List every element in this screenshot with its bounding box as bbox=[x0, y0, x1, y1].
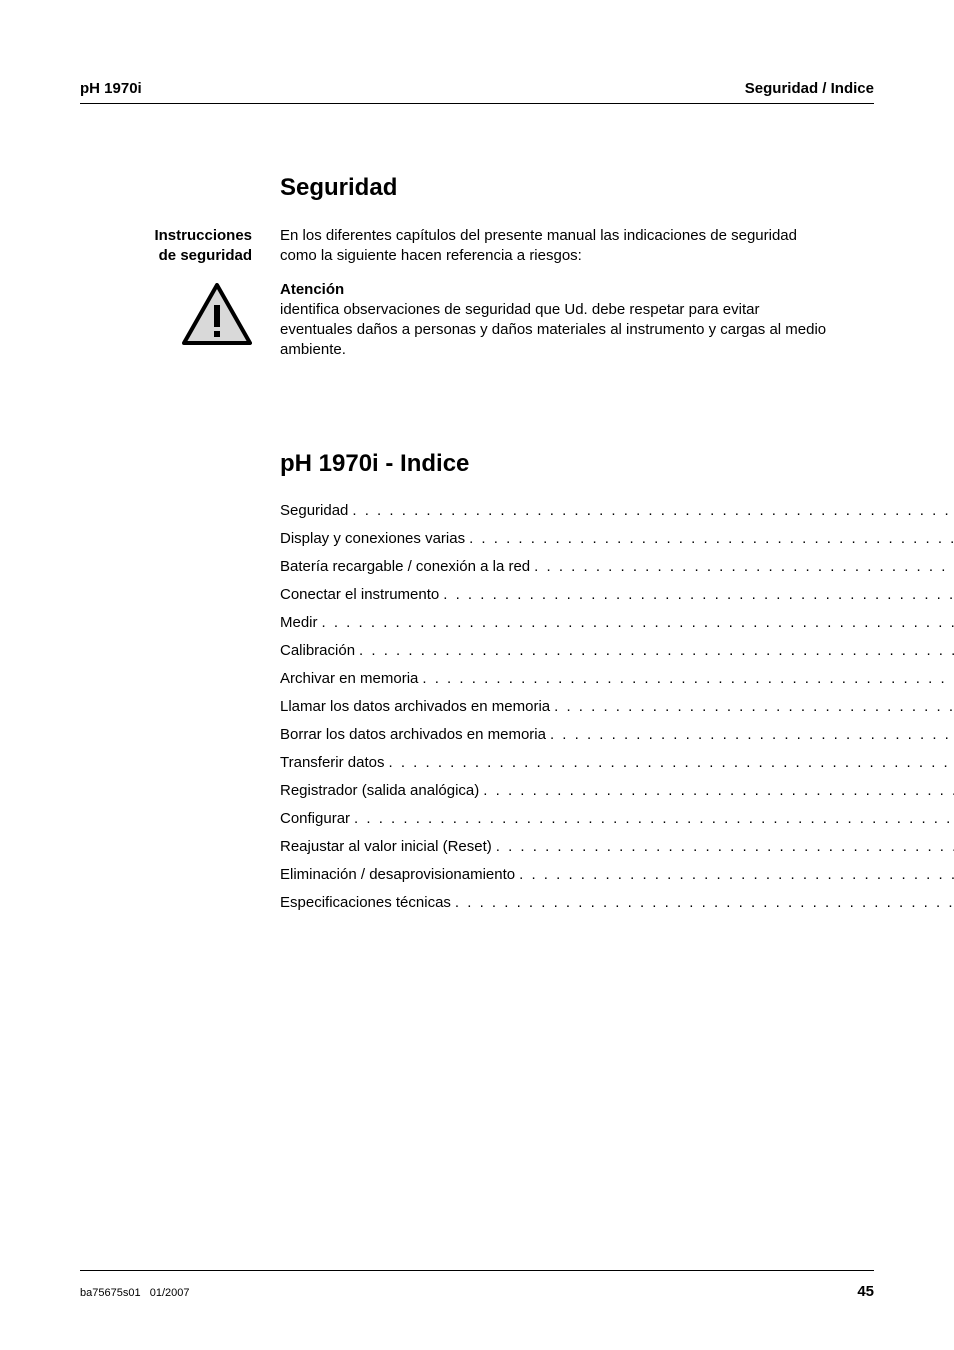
indice-section: pH 1970i - Indice Seguridad45Display y c… bbox=[80, 450, 874, 911]
toc-dots bbox=[492, 838, 954, 855]
toc-row: Eliminación / desaprovisionamiento56 bbox=[280, 866, 954, 883]
toc-label: Medir bbox=[280, 614, 318, 631]
toc-dots bbox=[318, 614, 954, 631]
instrucciones-label-col: Instrucciones de seguridad bbox=[80, 226, 280, 267]
toc-dots bbox=[418, 670, 954, 687]
toc-dots bbox=[550, 698, 954, 715]
indice-right-col: pH 1970i - Indice Seguridad45 Display y c… bbox=[280, 450, 954, 911]
instrucciones-row: Instrucciones de seguridad En los difere… bbox=[80, 226, 874, 267]
toc-dots bbox=[479, 782, 954, 799]
toc-label: Llamar los datos archivados en memoria bbox=[280, 698, 550, 715]
toc-dots bbox=[355, 642, 954, 659]
toc-dots bbox=[451, 894, 954, 911]
toc-label: Batería recargable / conexión a la red bbox=[280, 558, 530, 575]
toc-dots bbox=[439, 586, 954, 603]
toc-label: Calibración bbox=[280, 642, 355, 659]
page-footer: ba75675s01 01/2007 45 bbox=[80, 1270, 874, 1300]
warning-icon bbox=[182, 283, 252, 345]
toc-label: Display y conexiones varias bbox=[280, 530, 465, 547]
toc-row: Archivar en memoria53 bbox=[280, 670, 954, 687]
seguridad-section: Seguridad bbox=[80, 174, 874, 222]
toc-label: Borrar los datos archivados en memoria bbox=[280, 726, 546, 743]
indice-title: pH 1970i - Indice bbox=[280, 450, 954, 478]
toc-label: Registrador (salida analógica) bbox=[280, 782, 479, 799]
seguridad-left-col bbox=[80, 174, 280, 222]
toc-row: Llamar los datos archivados en memoria53 bbox=[280, 698, 954, 715]
page-header: pH 1970i Seguridad / Indice bbox=[80, 80, 874, 104]
atencion-heading: Atención bbox=[280, 281, 834, 298]
footer-left: ba75675s01 01/2007 bbox=[80, 1287, 190, 1299]
seguridad-right-col: Seguridad bbox=[280, 174, 874, 222]
toc-label: Conectar el instrumento bbox=[280, 586, 439, 603]
toc-row: Seguridad45 bbox=[280, 502, 954, 519]
toc-label: Archivar en memoria bbox=[280, 670, 418, 687]
toc-label: Seguridad bbox=[280, 502, 348, 519]
toc-row: Transferir datos53 bbox=[280, 754, 954, 771]
toc-dots bbox=[530, 558, 954, 575]
toc-dots bbox=[515, 866, 954, 883]
indice-left-col bbox=[80, 450, 280, 911]
toc-label: Configurar bbox=[280, 810, 350, 827]
seguridad-title: Seguridad bbox=[280, 174, 834, 202]
footer-date: 01/2007 bbox=[150, 1287, 190, 1299]
page-content: Seguridad Instrucciones de seguridad En … bbox=[80, 174, 874, 915]
atencion-block: Atención identifica observaciones de seg… bbox=[80, 281, 874, 361]
toc-row: Conectar el instrumento48 bbox=[280, 586, 954, 603]
toc-label: Especificaciones técnicas bbox=[280, 894, 451, 911]
toc-dots bbox=[546, 726, 954, 743]
toc-dots bbox=[350, 810, 954, 827]
warning-icon-col bbox=[80, 281, 280, 361]
toc-dots bbox=[384, 754, 954, 771]
header-left: pH 1970i bbox=[80, 80, 142, 97]
toc-row: Reajustar al valor inicial (Reset)55 bbox=[280, 838, 954, 855]
footer-doc-id: ba75675s01 bbox=[80, 1287, 141, 1299]
instrucciones-text-col: En los diferentes capítulos del presente… bbox=[280, 226, 874, 267]
toc-row: Batería recargable / conexión a la red47 bbox=[280, 558, 954, 575]
side-label-line2: de seguridad bbox=[80, 246, 252, 266]
header-right: Seguridad / Indice bbox=[745, 80, 874, 97]
toc-row: Configurar54 bbox=[280, 810, 954, 827]
toc-dots bbox=[348, 502, 954, 519]
atencion-body: identifica observaciones de seguridad qu… bbox=[280, 300, 834, 361]
atencion-text-col: Atención identifica observaciones de seg… bbox=[280, 281, 874, 361]
toc-row: Especificaciones técnicas57 bbox=[280, 894, 954, 911]
toc-row: Borrar los datos archivados en memoria53 bbox=[280, 726, 954, 743]
seguridad-intro: En los diferentes capítulos del presente… bbox=[280, 226, 834, 267]
toc-row: Registrador (salida analógica)54 bbox=[280, 782, 954, 799]
toc-row: Calibración49 bbox=[280, 642, 954, 659]
toc-list: Seguridad45 Display y conexiones varias46… bbox=[280, 502, 954, 911]
side-label-line1: Instrucciones bbox=[80, 226, 252, 246]
toc-row: Medir48 bbox=[280, 614, 954, 631]
toc-label: Eliminación / desaprovisionamiento bbox=[280, 866, 515, 883]
toc-label: Transferir datos bbox=[280, 754, 384, 771]
toc-dots bbox=[465, 530, 954, 547]
toc-row: Display y conexiones varias46 bbox=[280, 530, 954, 547]
toc-label: Reajustar al valor inicial (Reset) bbox=[280, 838, 492, 855]
footer-page-number: 45 bbox=[857, 1283, 874, 1300]
